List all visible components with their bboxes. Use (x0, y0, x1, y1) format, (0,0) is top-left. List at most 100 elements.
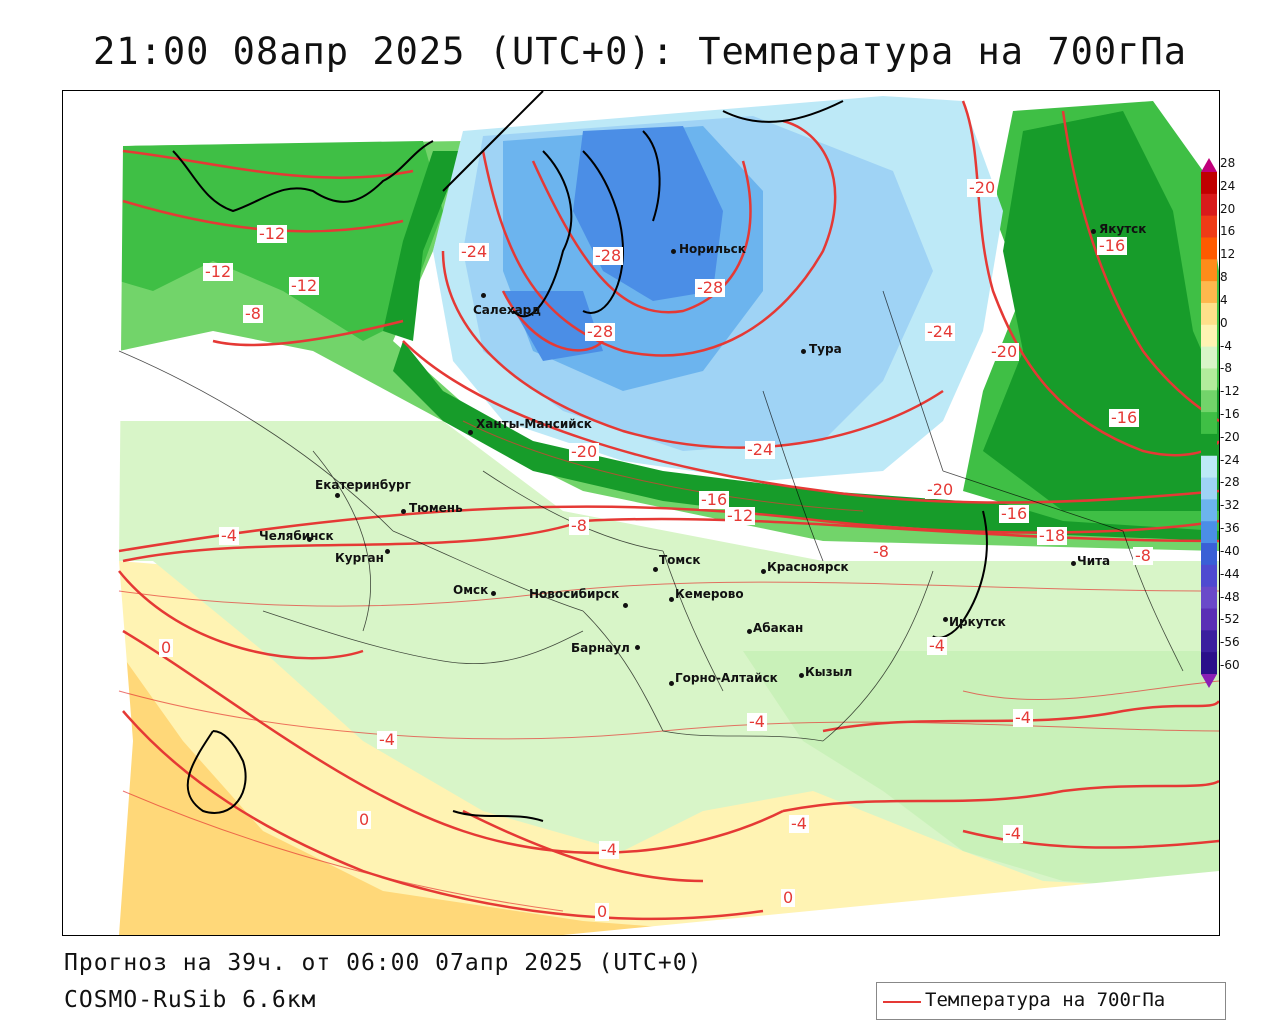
scale-swatch (1201, 281, 1217, 304)
city-label: Салехард (473, 303, 541, 317)
isotherm-lines (118, 100, 1219, 921)
city-label: Абакан (753, 621, 804, 635)
scale-tick-label: 24 (1220, 178, 1236, 193)
contour-label: -20 (925, 480, 956, 499)
contour-label: -8 (569, 516, 589, 535)
city-label: Горно-Алтайск (675, 671, 778, 685)
city-label: Челябинск (259, 529, 334, 543)
scale-tick-label: -44 (1220, 566, 1240, 581)
zone-cold-deepest2 (503, 291, 603, 361)
contour-label: -18 (1037, 526, 1068, 545)
city-label: Кемерово (675, 587, 744, 601)
city-label: Омск (453, 583, 489, 597)
map-canvas (63, 91, 1219, 935)
scale-top-arrow (1201, 158, 1217, 172)
scale-tick-label: -28 (1220, 475, 1240, 490)
scale-tick-label: -60 (1220, 658, 1240, 672)
city-label: Новосибирск (529, 587, 620, 601)
contour-label: -20 (989, 342, 1020, 361)
contour-label: -4 (377, 730, 397, 749)
scale-bottom-arrow (1201, 674, 1217, 688)
scale-swatch (1201, 324, 1217, 348)
scale-swatch (1201, 368, 1217, 391)
scale-swatch (1201, 521, 1217, 544)
city-label: Екатеринбург (315, 478, 411, 492)
scale-tick-label: -24 (1220, 452, 1240, 467)
scale-tick-label: -20 (1220, 429, 1240, 444)
contour-label: -12 (203, 262, 234, 281)
contour-label: -16 (999, 504, 1030, 523)
outside-domain-se (563, 871, 1219, 935)
color-scale-labels: 28 24 20 16 12 8 4 0 -4 -8 -12 -16 -20 -24 -28 -32 -36 -4… (1220, 156, 1280, 672)
model-name: COSMO-RuSib 6.6км (64, 987, 317, 1013)
scale-swatch (1201, 608, 1217, 631)
city-label: Барнаул (571, 641, 630, 655)
scale-tick-label: -56 (1220, 635, 1240, 650)
city-label: Красноярск (767, 560, 849, 574)
city-label: Норильск (679, 242, 746, 256)
scale-swatch (1201, 433, 1217, 457)
contour-label: 0 (357, 810, 372, 829)
map-title: 21:00 08апр 2025 (UTC+0): Температура на… (93, 30, 1187, 73)
forecast-info: Прогноз на 39ч. от 06:00 07апр 2025 (UTC… (64, 950, 703, 976)
contour-label: -4 (927, 636, 947, 655)
scale-swatch (1201, 302, 1217, 326)
scale-tick-label: 16 (1220, 224, 1236, 239)
scale-tick-label: -36 (1220, 521, 1240, 536)
scale-swatch (1201, 652, 1217, 675)
scale-tick-label: 8 (1220, 270, 1228, 285)
outside-domain-ne (883, 91, 1219, 99)
zone-green-darker-west (383, 151, 463, 341)
contour-label: -24 (925, 322, 956, 341)
scale-tick-label: 28 (1220, 156, 1236, 170)
contour-label: -4 (1003, 824, 1023, 843)
legend-label: Температура на 700гПа (925, 989, 1166, 1011)
contour-label: 0 (159, 638, 174, 657)
scale-swatch (1201, 390, 1217, 413)
city-label: Ханты-Мансийск (476, 417, 592, 431)
contour-label: -8 (243, 304, 263, 323)
city-label: Тюмень (409, 501, 463, 515)
scale-tick-label: -40 (1220, 543, 1240, 558)
contour-label: -4 (747, 712, 767, 731)
contour-label: -4 (789, 814, 809, 833)
contour-label: -12 (725, 506, 756, 525)
contour-label: -20 (967, 178, 998, 197)
contour-label: -28 (593, 246, 624, 265)
contour-label: -12 (289, 276, 320, 295)
scale-swatch (1201, 586, 1217, 610)
scale-swatch (1201, 193, 1217, 217)
scale-tick-label: -16 (1220, 407, 1240, 421)
scale-tick-label: -48 (1220, 589, 1240, 604)
scale-swatch (1201, 259, 1217, 282)
contour-label: -24 (745, 440, 776, 459)
city-label: Чита (1077, 554, 1111, 568)
contour-label: -16 (1097, 236, 1128, 255)
contour-label: -28 (695, 278, 726, 297)
scale-tick-label: -52 (1220, 612, 1240, 627)
scale-tick-label: 12 (1220, 247, 1236, 262)
scale-swatch (1201, 215, 1217, 238)
contour-label: 0 (595, 902, 610, 921)
scale-swatch (1201, 630, 1217, 653)
zone-warm-4-8 (119, 651, 763, 935)
contour-label: -16 (1109, 408, 1140, 427)
contour-label: -8 (871, 542, 891, 561)
city-label: Курган (335, 551, 384, 565)
contour-label: -20 (569, 442, 600, 461)
map-legend: Температура на 700гПа (876, 982, 1226, 1020)
city-label: Иркутск (949, 615, 1006, 629)
scale-swatch (1201, 499, 1217, 522)
contour-label: -16 (699, 490, 730, 509)
scale-tick-label: -32 (1220, 498, 1240, 513)
scale-tick-label: -12 (1220, 384, 1240, 399)
scale-swatch (1201, 172, 1217, 195)
scale-swatch (1201, 455, 1217, 479)
contour-label: 0 (781, 888, 796, 907)
scale-tick-label: 0 (1220, 315, 1228, 330)
legend-line-swatch (883, 1001, 921, 1003)
contour-label: -8 (1133, 546, 1153, 565)
scale-swatch (1201, 237, 1217, 260)
temperature-map[interactable]: Салехард Норильск Тура Якутск Ханты-Манс… (62, 90, 1220, 936)
scale-swatch (1201, 412, 1217, 435)
